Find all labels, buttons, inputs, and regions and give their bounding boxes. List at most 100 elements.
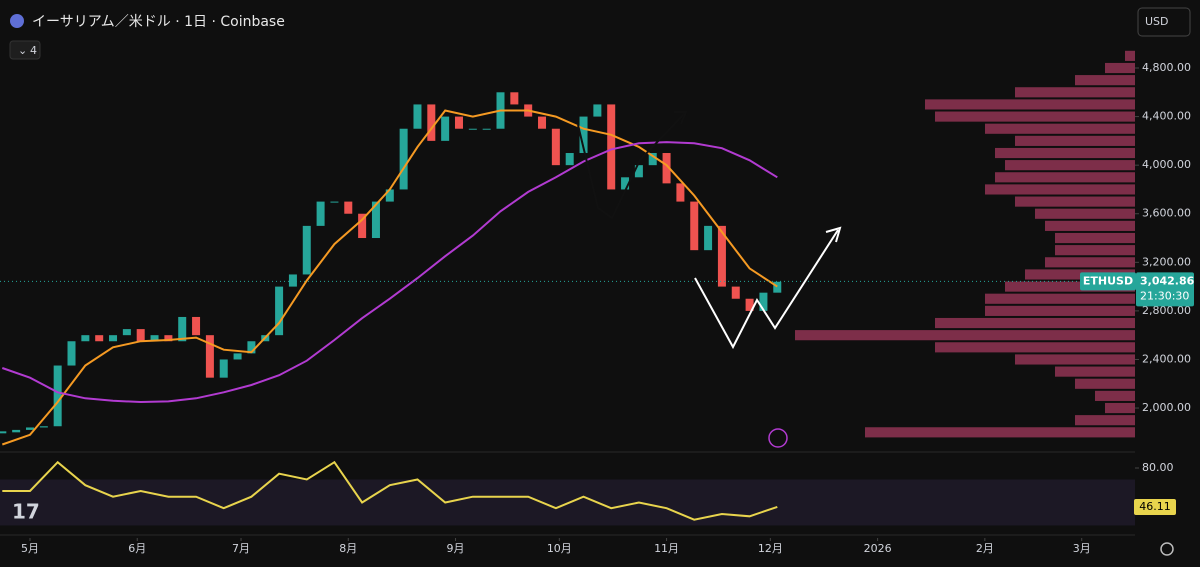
y-tick-label: 4,800.00 — [1142, 61, 1191, 74]
volume-profile-bar — [995, 147, 1135, 159]
volume-profile-bar — [1045, 257, 1135, 268]
indicator-toggle[interactable] — [9, 40, 41, 60]
x-tick-label: 6月 — [128, 542, 146, 555]
dark-drawing — [577, 111, 687, 220]
candle — [316, 201, 325, 226]
x-tick-label: 11月 — [654, 542, 679, 555]
candle — [150, 335, 159, 342]
currency-button[interactable] — [1137, 7, 1191, 37]
volume-profile-bar — [1075, 415, 1135, 426]
candle — [25, 427, 34, 430]
candle — [468, 128, 477, 130]
candle — [593, 104, 602, 117]
x-tick-label: 2月 — [976, 542, 994, 555]
candle — [192, 316, 201, 336]
candle — [731, 286, 740, 299]
candle — [621, 177, 630, 190]
candle — [607, 104, 616, 190]
candle — [178, 316, 187, 342]
candle — [759, 292, 768, 311]
candle — [690, 201, 699, 251]
candle — [233, 353, 242, 360]
candle — [565, 153, 574, 166]
candle — [634, 165, 643, 178]
volume-profile-bar — [935, 111, 1135, 122]
candle — [81, 335, 90, 342]
collapse-icon: ⌄ — [18, 44, 27, 57]
eth-icon — [10, 14, 24, 28]
candle — [12, 429, 21, 433]
candle — [773, 281, 782, 293]
y-tick-label: 2,800.00 — [1142, 304, 1191, 317]
rsi-value-label: 46.11 — [1139, 500, 1171, 513]
volume-profile-bar — [1015, 135, 1135, 146]
volume-profile-bar — [1015, 196, 1135, 207]
candle — [344, 201, 353, 214]
volume-profile-bar — [1105, 62, 1135, 74]
price-label: 3,042.86 — [1140, 274, 1195, 287]
volume-profile-bar — [1015, 354, 1135, 365]
symbol-label: ETHUSD — [1083, 274, 1133, 287]
arrow-head — [674, 111, 688, 125]
tv-logo: 17 — [12, 500, 40, 524]
candle — [205, 335, 214, 378]
volume-profile-bar — [935, 342, 1135, 353]
x-tick-label: 2026 — [864, 542, 892, 555]
x-tick-label: 3月 — [1073, 542, 1091, 555]
volume-profile-bar — [1075, 378, 1135, 389]
candle — [330, 201, 339, 203]
volume-profile-bar — [795, 330, 1135, 341]
y-tick-label: 2,400.00 — [1142, 352, 1191, 365]
volume-profile-bar — [1035, 208, 1135, 219]
candle — [164, 335, 173, 342]
volume-profile-bar — [925, 99, 1135, 110]
candle — [482, 128, 491, 130]
y-tick-label: 3,600.00 — [1142, 207, 1191, 220]
x-tick-label: 9月 — [447, 542, 465, 555]
alert-icon[interactable] — [768, 428, 788, 448]
candle — [579, 116, 588, 154]
volume-profile-bar — [865, 427, 1135, 438]
x-tick-label: 7月 — [232, 542, 250, 555]
candle — [302, 225, 311, 275]
series-line — [2, 460, 778, 521]
volume-profile-bar — [1045, 220, 1135, 231]
candle — [358, 213, 367, 239]
volume-profile-bar — [1005, 160, 1135, 171]
candle — [717, 225, 726, 287]
candle — [67, 341, 76, 366]
candle — [745, 298, 754, 311]
candle — [427, 104, 436, 141]
y-tick-label: 80.00 — [1142, 461, 1174, 474]
candle — [648, 153, 657, 166]
x-tick-label: 8月 — [339, 542, 357, 555]
volume-profile-bar — [1055, 232, 1135, 244]
arrow-head — [825, 226, 842, 243]
candle — [0, 431, 7, 434]
y-tick-label: 3,200.00 — [1142, 255, 1191, 268]
candle — [510, 92, 519, 105]
candle — [454, 116, 463, 129]
candle — [53, 365, 62, 427]
candle — [551, 128, 560, 166]
x-tick-label: 10月 — [547, 542, 572, 555]
candle — [288, 274, 297, 287]
series-line — [1, 141, 778, 404]
price-tag — [1136, 272, 1194, 307]
volume-profile-bar — [1075, 75, 1135, 86]
volume-profile-bar — [995, 172, 1135, 183]
plot-area: 5月 6月 7月 8月 9月 10月 11月 12月 2026 2月 3月 2,000.00 2,400… — [0, 50, 1195, 555]
candle — [95, 335, 104, 342]
candle — [39, 426, 48, 428]
countdown-label: 21:30:30 — [1140, 289, 1189, 302]
x-tick-label: 5月 — [21, 542, 39, 555]
candle — [247, 341, 256, 354]
candle — [704, 225, 713, 251]
volume-profile-bar — [985, 305, 1135, 316]
x-tick-label: 12月 — [758, 542, 783, 555]
candle — [122, 329, 131, 336]
settings-icon[interactable] — [1160, 542, 1174, 556]
y-tick-label: 2,000.00 — [1142, 401, 1191, 414]
